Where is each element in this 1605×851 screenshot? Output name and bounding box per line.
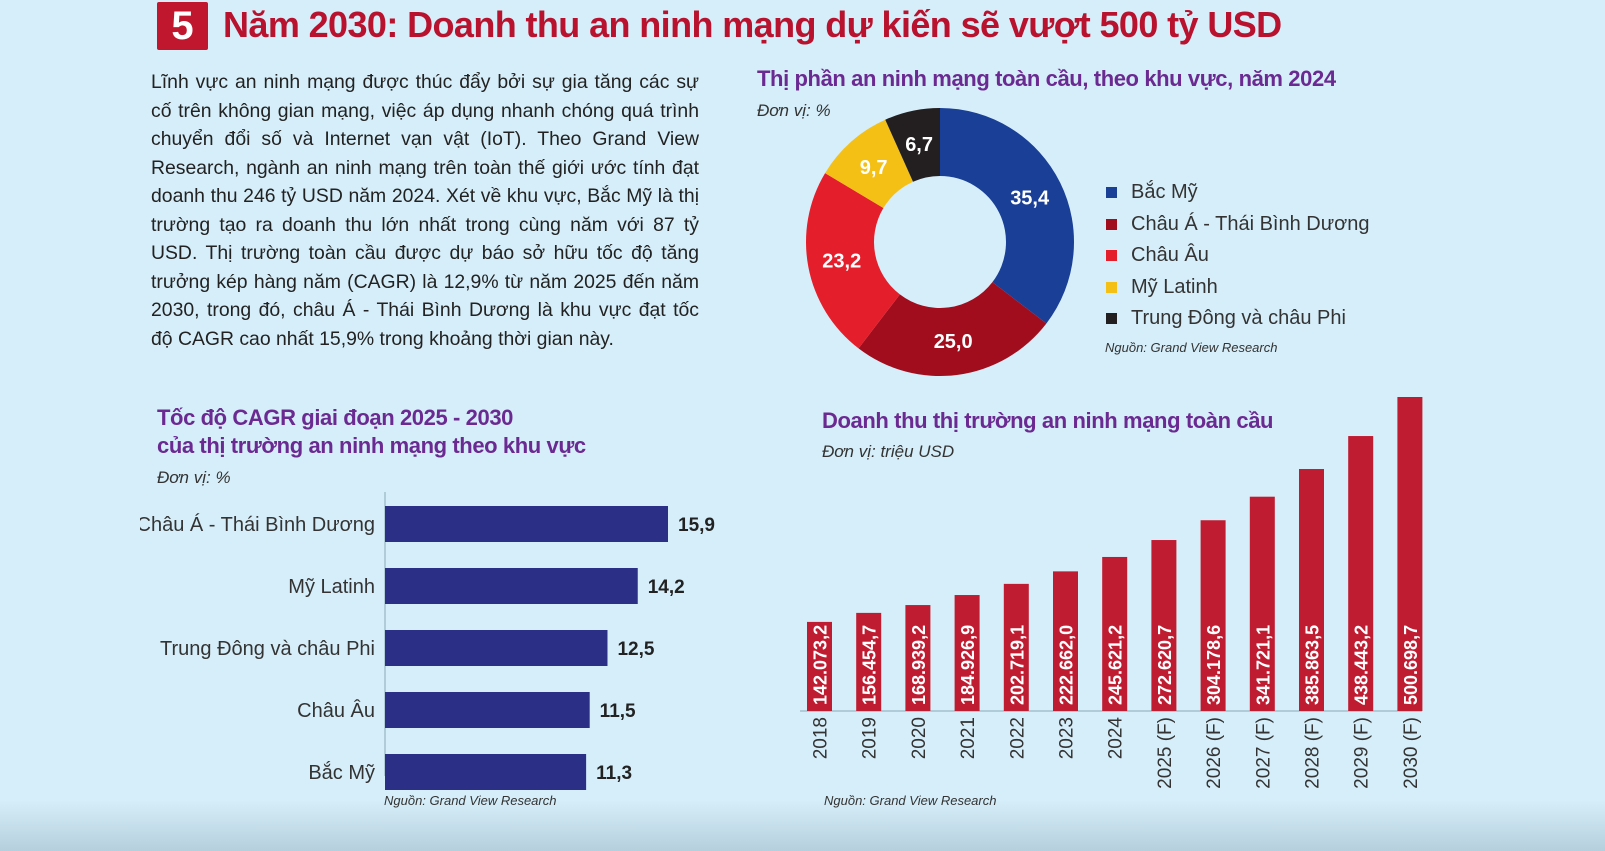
revenue-year-label: 2020 [909,717,930,759]
revenue-bar-2021 [954,595,980,711]
cagr-value-label: 11,3 [596,763,632,784]
revenue-value-label: 304.178,6 [1204,625,1224,705]
revenue-bar-2028-f [1299,469,1324,711]
cagr-chart-title-line1: Tốc độ CAGR giai đoạn 2025 - 2030 [157,405,514,430]
cagr-category-label: Châu Âu [297,699,375,722]
cagr-value-label: 12,5 [617,639,654,660]
legend-label: Châu Âu [1131,244,1209,267]
revenue-chart-title: Doanh thu thị trường an ninh mạng toàn c… [822,408,1274,433]
donut-label-trung-dong-va-chau-phi: 6,7 [905,134,933,156]
revenue-year-label: 2028 (F) [1303,717,1324,789]
donut-slice-chau-au [806,173,900,349]
donut-label-my-latinh: 9,7 [860,157,888,179]
revenue-value-label: 385.863,5 [1303,625,1323,705]
donut-chart-title: Thị phần an ninh mạng toàn cầu, theo khu… [757,66,1336,91]
cagr-category-label: Trung Đông và châu Phi [160,638,375,660]
cagr-bar-trung-dong-va-chau-phi [385,630,608,666]
intro-paragraph: Lĩnh vực an ninh mạng được thúc đẩy bởi … [151,71,699,350]
legend-swatch [1106,187,1117,199]
legend-swatch [1106,313,1117,325]
legend-label: Mỹ Latinh [1131,275,1218,298]
cagr-category-label: Châu Á - Thái Bình Dương [140,513,375,536]
cagr-chart-title-line2: của thị trường an ninh mạng theo khu vực [157,433,586,458]
revenue-year-label: 2029 (F) [1352,717,1373,789]
revenue-bar-2026-f [1200,520,1226,711]
revenue-value-label: 222.662,0 [1057,625,1077,705]
revenue-value-label: 272.620,7 [1155,625,1175,705]
revenue-year-label: 2023 [1057,717,1078,759]
legend-label: Châu Á - Thái Bình Dương [1131,212,1370,235]
cagr-value-label: 11,5 [600,701,636,722]
legend-item-chau-a-thai-binh-duong: Châu Á - Thái Bình Dương [1106,209,1369,241]
legend-swatch [1106,250,1117,262]
donut-chart-source: Nguồn: Grand View Research [1105,340,1278,355]
donut-slice-my-latinh [825,119,914,209]
revenue-chart: 142.073,2 2018 156.454,7 2019 168.939,2 2020 1… [800,397,1423,789]
revenue-chart-source: Nguồn: Grand View Research [824,793,997,808]
revenue-year-label: 2025 (F) [1155,717,1176,789]
revenue-year-label: 2024 [1106,717,1127,760]
donut-label-chau-a-thai-binh-duong: 25,0 [934,331,973,353]
cagr-bar-my-latinh [385,568,638,604]
revenue-value-label: 245.621,2 [1106,625,1126,705]
revenue-value-label: 168.939,2 [909,625,929,705]
revenue-bar-2022 [1003,583,1029,711]
revenue-year-label: 2022 [1007,717,1028,759]
revenue-value-label: 438.443,2 [1352,625,1372,705]
cagr-bar-chau-au [385,692,590,728]
revenue-bar-2023 [1053,571,1078,711]
donut-chart: 35,4 25,0 23,2 9,7 6,7 [806,108,1074,376]
legend-label: Bắc Mỹ [1131,181,1198,204]
revenue-year-label: 2018 [811,717,832,759]
revenue-value-label: 341.721,1 [1253,625,1273,705]
cagr-chart: Châu Á - Thái Bình Dương 15,9 Mỹ Latinh 14,… [140,492,715,790]
revenue-year-label: 2021 [958,717,979,759]
revenue-value-label: 142.073,2 [811,625,831,705]
donut-legend: Bắc Mỹ Châu Á - Thái Bình Dương Châu Âu Mỹ … [1106,177,1369,335]
revenue-bar-2019 [856,612,882,711]
revenue-bar-2020 [905,605,931,711]
cagr-bar-bac-my [385,754,587,790]
legend-item-bac-my: Bắc Mỹ [1106,177,1369,209]
revenue-bar-2030-f [1397,397,1423,711]
cagr-chart-unit: Đơn vị: % [157,468,231,487]
revenue-value-label: 202.719,1 [1007,625,1027,705]
legend-label: Trung Đông và châu Phi [1131,307,1346,330]
revenue-value-label: 156.454,7 [860,625,880,705]
revenue-year-label: 2030 (F) [1401,717,1422,789]
donut-label-chau-au: 23,2 [822,251,861,273]
legend-item-chau-au: Châu Âu [1106,240,1369,272]
revenue-bar-2024 [1102,556,1128,711]
revenue-bar-2027-f [1249,496,1275,711]
bottom-shadow [0,800,1605,851]
cagr-category-label: Bắc Mỹ [308,761,375,784]
revenue-year-label: 2027 (F) [1253,717,1274,789]
donut-slice-chau-a-thai-binh-duong [858,282,1047,376]
revenue-bar-2029-f [1348,436,1374,711]
donut-label-bac-my: 35,4 [1010,188,1050,210]
revenue-bar-2025-f [1151,540,1177,711]
legend-swatch [1106,218,1117,230]
cagr-chart-title: Tốc độ CAGR giai đoạn 2025 - 2030 của th… [157,404,586,460]
legend-item-trung-dong-va-chau-phi: Trung Đông và châu Phi [1106,303,1369,335]
revenue-value-label: 500.698,7 [1401,625,1421,705]
revenue-year-label: 2019 [860,717,881,759]
cagr-category-label: Mỹ Latinh [288,576,375,598]
revenue-year-label: 2026 (F) [1204,717,1225,789]
donut-slice-bac-my [940,108,1074,324]
cagr-value-label: 14,2 [648,577,685,598]
donut-chart-unit: Đơn vị: % [757,101,831,120]
legend-item-my-latinh: Mỹ Latinh [1106,272,1369,304]
donut-slice-trung-dong-va-chau-phi [885,108,940,182]
cagr-chart-source: Nguồn: Grand View Research [384,793,557,808]
cagr-bar-chau-a-thai-binh-duong [385,506,668,542]
revenue-value-label: 184.926,9 [958,625,978,705]
legend-swatch [1106,281,1117,293]
section-number-badge: 5 [157,2,208,50]
page-title: Năm 2030: Doanh thu an ninh mạng dự kiến… [223,4,1282,45]
revenue-bar-2018 [807,621,832,711]
cagr-value-label: 15,9 [678,515,715,536]
revenue-chart-unit: Đơn vị: triệu USD [822,442,955,461]
